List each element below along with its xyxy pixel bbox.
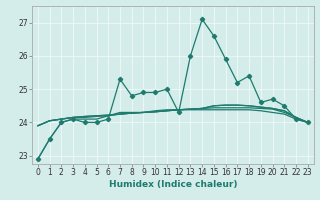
X-axis label: Humidex (Indice chaleur): Humidex (Indice chaleur) [108, 180, 237, 189]
